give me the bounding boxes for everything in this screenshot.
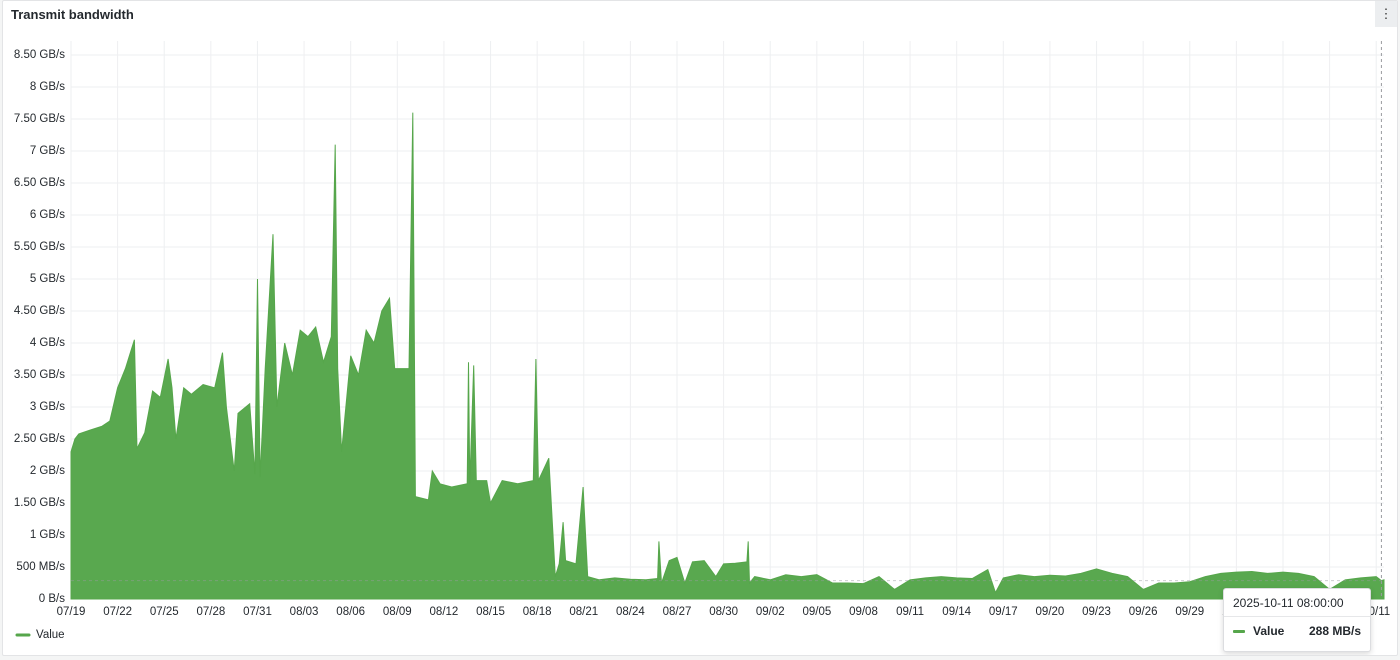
x-tick-label: 08/12 [430, 606, 459, 618]
panel-title: Transmit bandwidth [11, 7, 134, 22]
x-tick-label: 09/29 [1175, 606, 1204, 618]
y-tick-label: 3.50 GB/s [14, 369, 65, 381]
y-tick-label: 2 GB/s [30, 465, 65, 477]
y-tick-label: 6 GB/s [30, 209, 65, 221]
y-tick-label: 7.50 GB/s [14, 113, 65, 125]
y-tick-label: 0 B/s [39, 593, 65, 605]
x-tick-label: 08/15 [476, 606, 505, 618]
x-tick-label: 09/14 [942, 606, 971, 618]
legend-label: Value [36, 629, 65, 641]
y-tick-label: 5.50 GB/s [14, 241, 65, 253]
x-tick-label: 09/17 [989, 606, 1018, 618]
x-tick-label: 07/25 [150, 606, 179, 618]
x-tick-label: 08/03 [290, 606, 319, 618]
y-tick-label: 7 GB/s [30, 145, 65, 157]
x-tick-label: 07/19 [57, 606, 86, 618]
x-tick-label: 07/28 [196, 606, 225, 618]
y-tick-label: 4.50 GB/s [14, 305, 65, 317]
y-tick-label: 6.50 GB/s [14, 177, 65, 189]
tooltip: 2025-10-11 08:00:00 Value 288 MB/s [1223, 588, 1371, 652]
x-tick-label: 08/21 [569, 606, 598, 618]
y-tick-label: 5 GB/s [30, 273, 65, 285]
y-tick-label: 2.50 GB/s [14, 433, 65, 445]
x-tick-label: 09/05 [802, 606, 831, 618]
x-tick-label: 07/31 [243, 606, 272, 618]
x-tick-label: 08/24 [616, 606, 645, 618]
x-tick-label: 09/02 [756, 606, 785, 618]
x-tick-label: 08/06 [336, 606, 365, 618]
tooltip-swatch [1233, 630, 1245, 633]
x-tick-label: 08/27 [663, 606, 692, 618]
area [70, 112, 1385, 600]
panel-menu[interactable]: ⋮ [1375, 1, 1397, 27]
x-tick-label: 08/09 [383, 606, 412, 618]
y-tick-label: 4 GB/s [30, 337, 65, 349]
y-tick-label: 1.50 GB/s [14, 497, 65, 509]
y-tick-label: 1 GB/s [30, 529, 65, 541]
y-tick-label: 500 MB/s [16, 561, 65, 573]
x-tick-label: 08/18 [523, 606, 552, 618]
tooltip-time: 2025-10-11 08:00:00 [1233, 596, 1344, 610]
tooltip-value: 288 MB/s [1308, 624, 1361, 638]
x-tick-label: 09/08 [849, 606, 878, 618]
x-tick-label: 08/30 [709, 606, 738, 618]
y-tick-label: 8.50 GB/s [14, 49, 65, 61]
tooltip-series: Value [1253, 624, 1285, 638]
x-tick-label: 09/26 [1129, 606, 1158, 618]
chart: 0 B/s 500 MB/s 1 GB/s 1.50 GB/s 2 GB/s 2.50 G… [14, 41, 1390, 641]
tooltip-separator [1224, 616, 1370, 617]
x-tick-label: 07/22 [103, 606, 132, 618]
y-tick-label: 8 GB/s [30, 81, 65, 93]
x-tick-label: 09/23 [1082, 606, 1111, 618]
x-tick-label: 09/20 [1036, 606, 1065, 618]
y-tick-label: 3 GB/s [30, 401, 65, 413]
x-tick-label: 09/11 [896, 606, 924, 618]
